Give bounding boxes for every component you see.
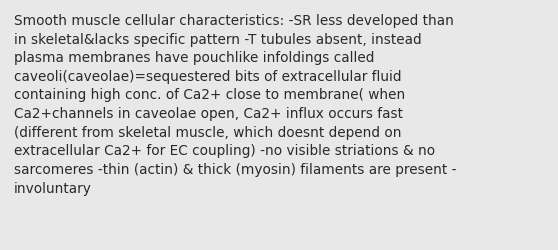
Text: Smooth muscle cellular characteristics: -SR less developed than
in skeletal&lack: Smooth muscle cellular characteristics: … [14,14,456,195]
